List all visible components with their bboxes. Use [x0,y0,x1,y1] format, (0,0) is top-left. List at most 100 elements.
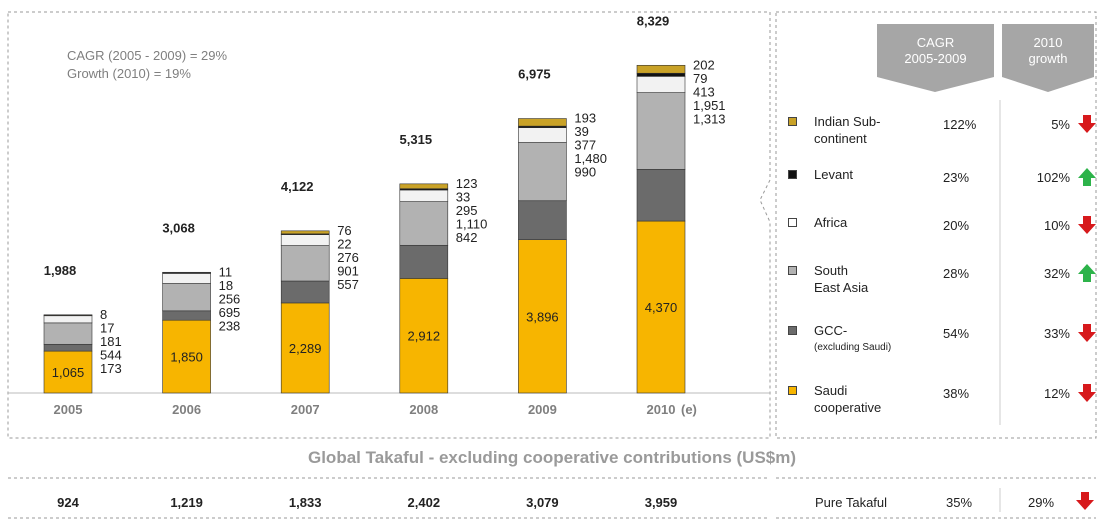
bottom-value: 2,402 [407,495,441,510]
bar-total-label: 8,329 [637,13,670,28]
bar-segment-africa-2008 [399,189,449,202]
bottom-value: 924 [57,495,79,510]
segment-value-label: 1,951 [693,98,726,113]
legend-swatch [788,170,797,179]
bar-segment-gcc--2008 [399,244,449,279]
segment-value-label: 202 [693,57,715,72]
x-tick-label: 2010 [647,402,676,417]
legend-growth-value: 5% [1051,117,1070,132]
bar-total-label: 4,122 [281,179,314,194]
growth-header-line1: 2010 [1033,35,1063,50]
segment-value-label: 1,313 [693,111,726,126]
bar-segment-gcc--2009 [518,200,567,240]
cagr-header-line2: 2005-2009 [904,51,967,66]
legend-cagr-value: 28% [943,266,970,281]
legend-cagr-value: 38% [943,386,970,401]
bar-segment-africa-2006 [162,273,211,284]
legend-swatch [788,117,797,126]
x-tick-label: 2007 [291,402,320,417]
legend-growth-value: 102% [1036,170,1070,185]
bar-segment-south-east-asia-2010 [636,92,686,170]
pure-takaful-growth: 29% [1028,495,1055,510]
bar-segment-africa-2007 [280,234,330,246]
growth-header-line2: growth [1028,51,1068,66]
bar-segment-south-east-asia-2009 [518,142,567,202]
bar-segment-south-east-asia-2008 [399,201,449,246]
segment-value-label: 1,480 [574,151,607,166]
down-arrow-icon [1078,115,1096,133]
segment-value-label: 22 [337,236,351,251]
x-tick-label: 2005 [54,402,83,417]
legend-label: GCC- (excluding Saudi) [814,322,934,356]
segment-value-label: 18 [219,278,233,293]
segment-value-label: 990 [574,165,596,180]
bar-total-label: 1,988 [44,263,77,278]
bottom-value: 1,219 [170,495,203,510]
segment-value-label: 295 [456,203,478,218]
segment-value-label: 256 [219,291,241,306]
legend-label-line: South [814,263,848,278]
legend-growth-value: 32% [1043,266,1070,281]
legend-label-line: Saudi [814,383,848,398]
segment-value-label: 377 [574,138,596,153]
legend-row: Africa 20% 10% [788,214,1096,254]
x-tick-label: 2006 [172,402,201,417]
bar-segment-africa-2009 [518,127,567,143]
segment-value-label: 123 [456,176,478,191]
legend-cagr-value: 54% [943,326,970,341]
growth-header: 2010 growth [1002,35,1094,67]
legend-label: Africa [814,214,934,231]
legend-swatch [788,218,797,227]
legend-label-line: East Asia [814,280,869,295]
legend-label-line: continent [814,131,867,146]
down-arrow-icon [1078,384,1096,402]
cagr-header-shape [877,24,994,92]
bar-segment-gcc--2005 [43,343,93,352]
panel-frame [775,11,1097,439]
segment-value-label: 413 [693,84,715,99]
bar-segment-indian-sub-continent-2009 [518,118,567,127]
legend-row: Indian Sub-continent 122% 5% [788,113,1096,153]
bar-segment-indian-sub-continent-2007 [280,230,330,235]
growth-note: Growth (2010) = 19% [67,66,191,81]
legend-growth-value: 12% [1043,386,1070,401]
segment-value-label: 238 [219,318,241,333]
segment-value-label: 276 [337,250,359,265]
bar-value-label: 2,289 [289,341,322,356]
segment-value-label: 8 [100,307,107,322]
bar-segment-indian-sub-continent-2010 [636,64,686,74]
x-tick-estimate-label: (e) [681,402,697,417]
x-tick-label: 2008 [409,402,438,417]
segment-value-label: 76 [337,223,351,238]
pure-takaful-label: Pure Takaful [815,495,888,510]
legend-label: Indian Sub-continent [814,113,934,147]
segment-value-label: 181 [100,334,122,349]
segment-value-label: 1,110 [456,216,488,231]
bar-segment-saudi-cooperative-2005 [43,350,93,394]
down-arrow-icon [1078,324,1096,342]
bar-segment-saudi-cooperative-2007 [280,302,330,394]
bar-value-label: 1,065 [52,365,85,380]
legend-label: Levant [814,166,934,183]
segment-value-label: 79 [693,71,707,86]
legend-growth-value: 33% [1043,326,1070,341]
legend-row: Saudi cooperative 38% 12% [788,382,1096,422]
cagr-note: CAGR (2005 - 2009) = 29% [67,48,228,63]
legend-cagr-value: 122% [943,117,977,132]
legend-row: South East Asia 28% 32% [788,262,1096,302]
bar-segment-gcc--2006 [162,310,211,321]
legend-cagr-value: 20% [943,218,970,233]
chart-subtitle: Global Takaful - excluding cooperative c… [307,448,797,467]
bar-total-label: 3,068 [162,220,195,235]
x-tick-label: 2009 [528,402,557,417]
bar-value-label: 4,370 [645,300,678,315]
bottom-value: 1,833 [288,495,322,510]
segment-value-label: 39 [574,124,588,139]
bar-segment-africa-2010 [636,76,686,93]
up-arrow-icon [1078,168,1096,186]
bar-segment-south-east-asia-2006 [162,283,211,312]
segment-value-label: 33 [456,189,470,204]
legend-label-line: GCC- [814,323,848,338]
